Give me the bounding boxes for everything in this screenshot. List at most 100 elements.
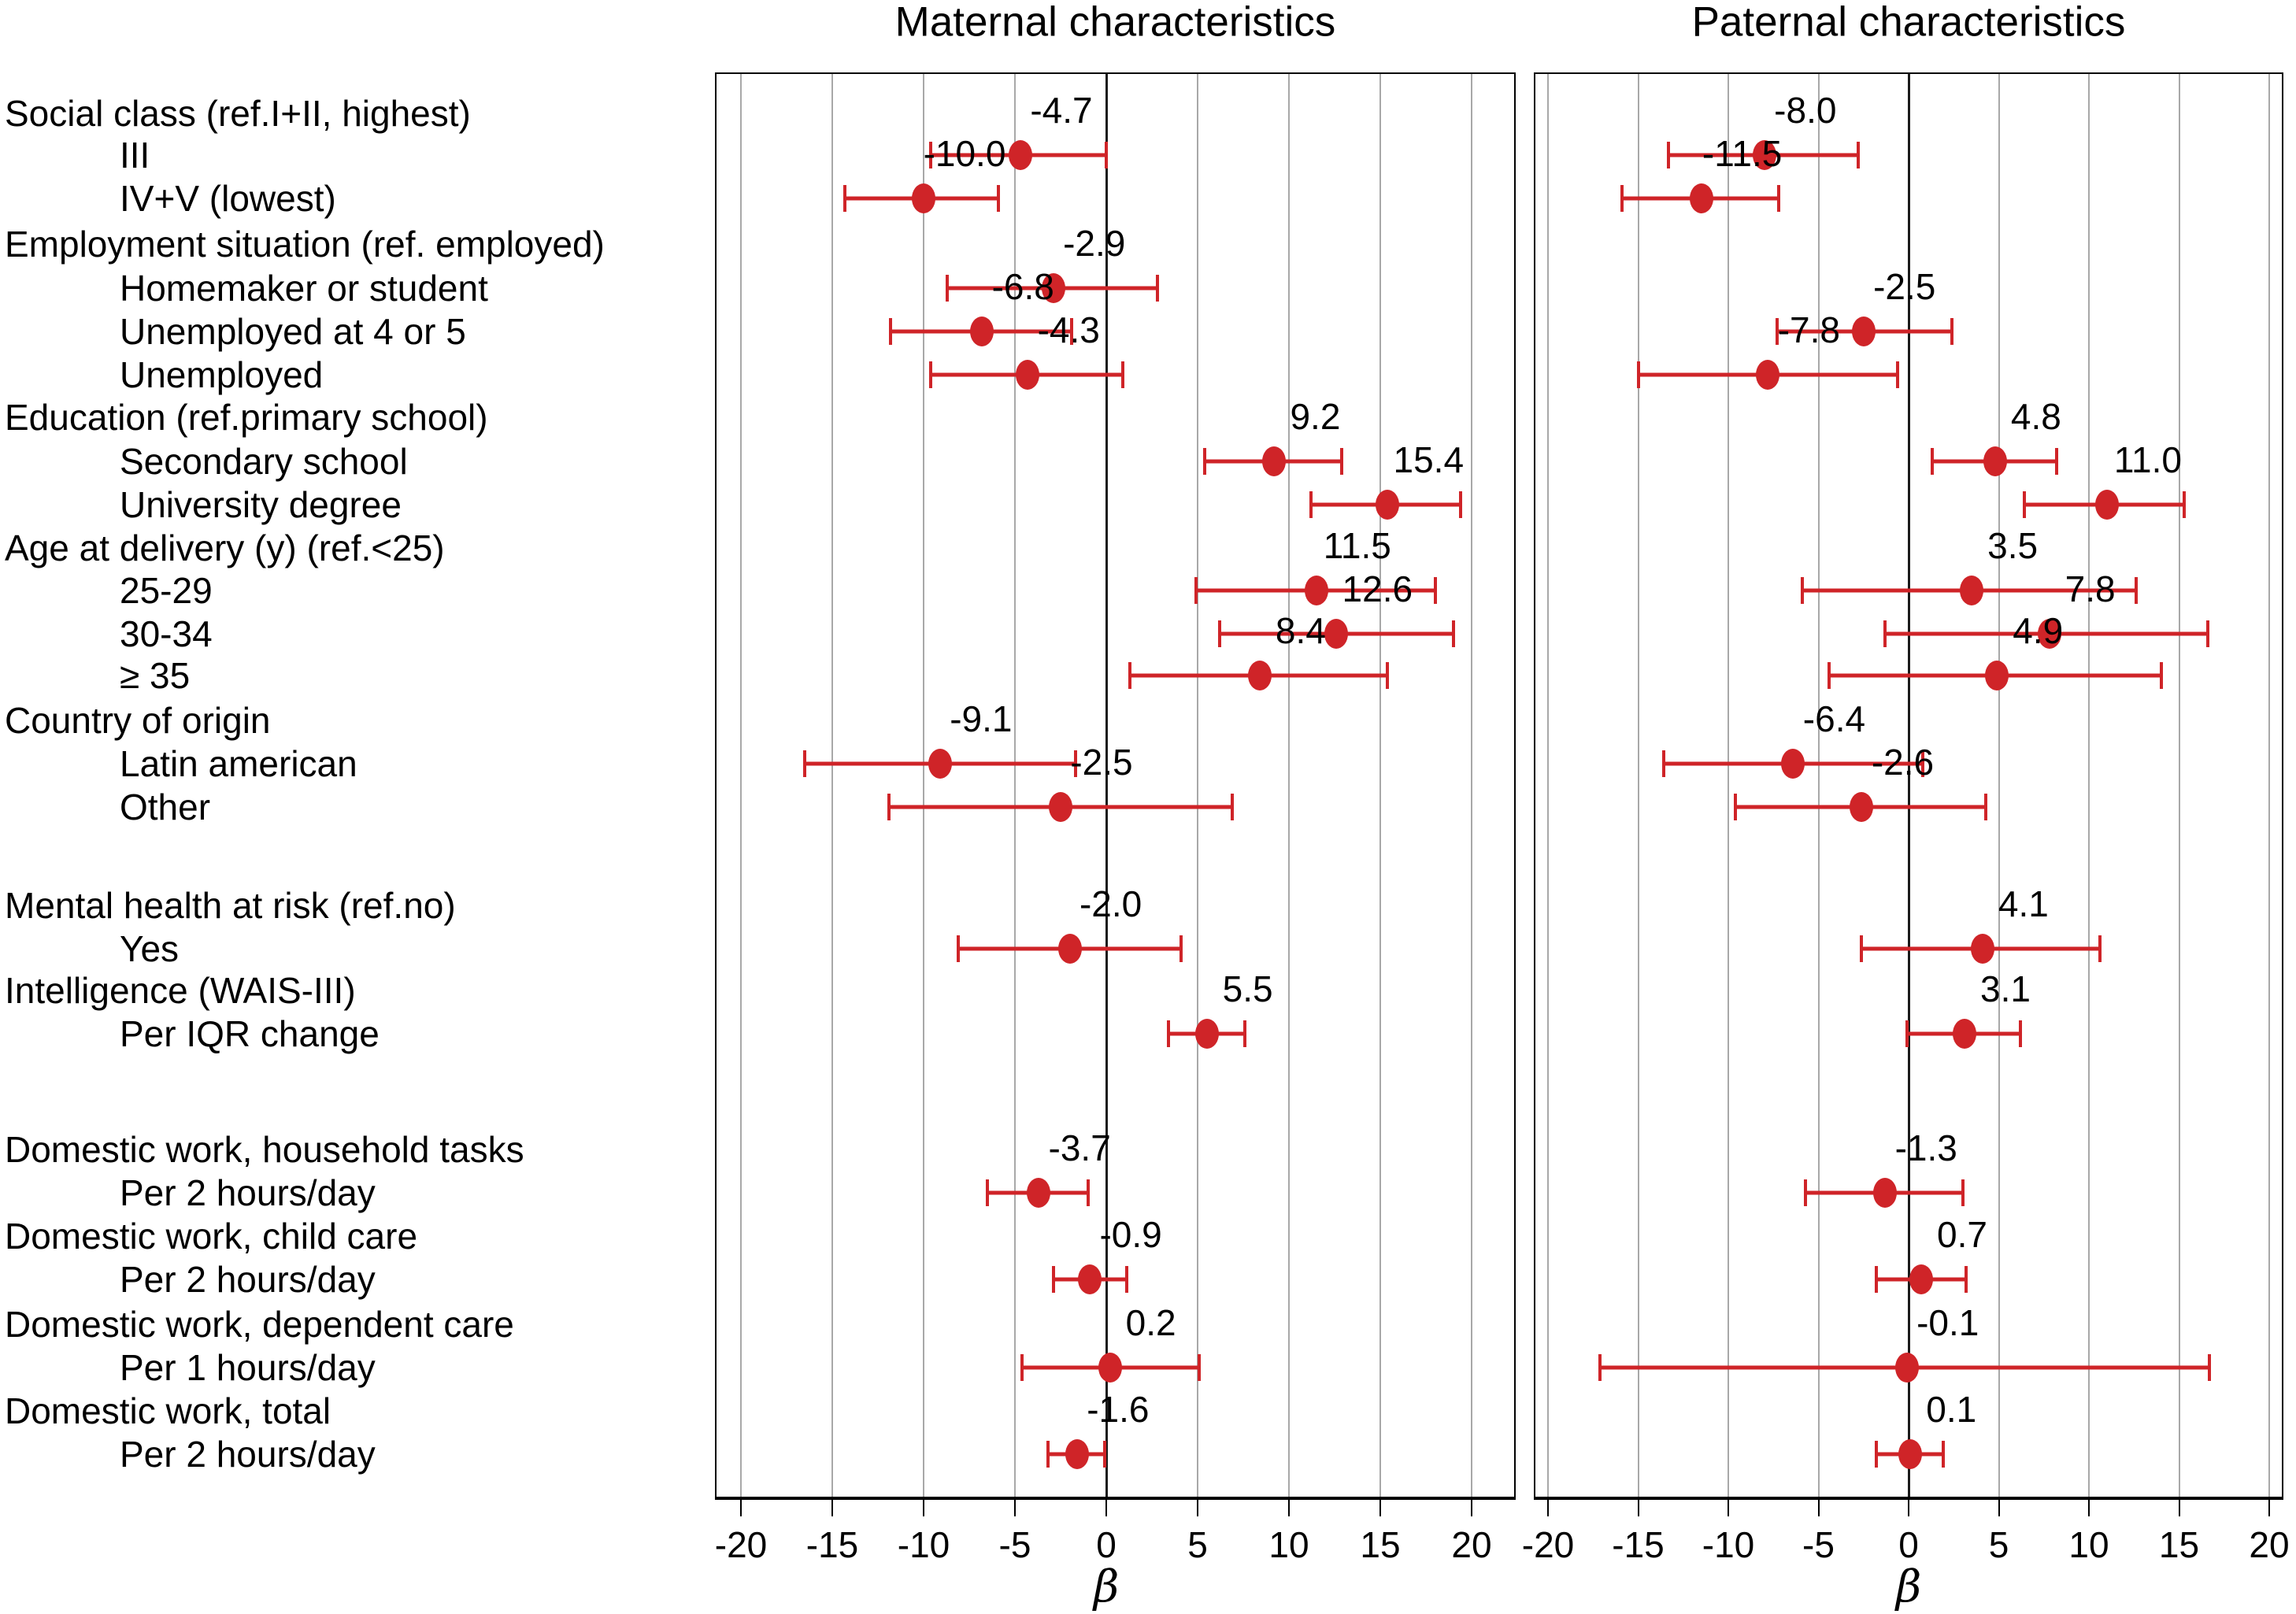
axis-tick-label: -15	[1612, 1524, 1665, 1565]
row-item-label: Latin american	[120, 743, 357, 784]
point-estimate	[1262, 446, 1287, 476]
value-label: -2.0	[1079, 883, 1142, 924]
value-label: 4.8	[2010, 396, 2061, 437]
axis-tick	[831, 1498, 833, 1516]
row-item-label: Unemployed at 4 or 5	[120, 311, 466, 352]
axis-tick	[1288, 1498, 1290, 1516]
value-label: -1.6	[1087, 1389, 1150, 1430]
ci-cap-left	[946, 275, 950, 302]
ci-cap-left	[1874, 1441, 1878, 1468]
value-label: -2.5	[1070, 742, 1133, 783]
point-estimate	[1752, 140, 1776, 170]
axis-tick	[1908, 1498, 1909, 1516]
ci-cap-right	[1105, 142, 1108, 168]
axis-tick	[1637, 1498, 1639, 1516]
axis-tick-label: 15	[2158, 1524, 2200, 1565]
gridline	[1288, 72, 1290, 1498]
axis-tick-label: 15	[1360, 1524, 1401, 1565]
ci-cap-right	[1179, 935, 1183, 962]
value-label: -11.5	[1702, 133, 1783, 174]
value-label: -6.4	[1802, 698, 1866, 739]
value-label: 4.9	[2013, 610, 2064, 651]
gridline	[1817, 72, 1820, 1498]
ci-cap-right	[2206, 620, 2210, 647]
value-label: 8.4	[1275, 610, 1326, 651]
point-estimate	[912, 183, 935, 213]
row-group-label: Age at delivery (y) (ref.<25)	[5, 528, 445, 568]
ci-cap-right	[1198, 1354, 1202, 1381]
gridline	[831, 72, 833, 1498]
ci-cap-left	[1217, 620, 1221, 647]
axis-tick-label: -5	[1802, 1524, 1835, 1565]
ci-cap-left	[1775, 318, 1779, 345]
gridline	[2268, 72, 2270, 1498]
value-label: -10.0	[923, 133, 1006, 174]
axis-tick-label: 20	[1451, 1524, 1492, 1565]
ci-cap-left	[986, 1179, 990, 1206]
point-estimate	[1952, 1019, 1976, 1049]
gridline	[1014, 72, 1016, 1498]
point-estimate	[1756, 360, 1780, 390]
ci-cap-right	[1856, 142, 1860, 168]
axis-tick	[1817, 1498, 1820, 1516]
axis-tick-label: -10	[897, 1524, 950, 1565]
ci-cap-right	[1069, 318, 1073, 345]
ci-cap-left	[1734, 794, 1738, 820]
row-item-label: Per 2 hours/day	[120, 1434, 376, 1475]
ci-cap-left	[1828, 662, 1831, 689]
ci-cap-right	[1243, 1020, 1247, 1047]
point-estimate	[1194, 1019, 1219, 1049]
axis-tick-label: 10	[2068, 1524, 2109, 1565]
point-estimate	[1057, 934, 1082, 964]
ci-cap-left	[1020, 1354, 1024, 1381]
ci-cap-right	[2183, 491, 2187, 518]
row-group-label: Employment situation (ref. employed)	[5, 224, 605, 265]
gridline	[1998, 72, 2000, 1498]
value-label: 7.8	[2065, 568, 2116, 609]
row-item-label: III	[120, 135, 150, 176]
value-label: -8.0	[1774, 90, 1837, 131]
row-item-label: 25-29	[120, 570, 213, 611]
axis-tick	[1728, 1498, 1729, 1516]
axis-tick	[1014, 1498, 1016, 1516]
row-item-label: IV+V (lowest)	[120, 178, 336, 219]
row-item-label: Per 2 hours/day	[120, 1259, 376, 1300]
point-estimate	[1970, 934, 1994, 964]
point-estimate	[1909, 1264, 1934, 1294]
value-label: -0.9	[1099, 1214, 1162, 1255]
ci-cap-right	[1340, 448, 1344, 475]
ci-cap-right	[1102, 1441, 1106, 1468]
value-label: 11.0	[2113, 439, 2182, 480]
gridline	[740, 72, 742, 1498]
ci-cap-right	[1896, 361, 1900, 388]
value-label: 0.7	[1937, 1214, 1987, 1255]
point-estimate	[1027, 1178, 1051, 1208]
value-label: 15.4	[1393, 439, 1465, 480]
ci-cap-right	[1950, 318, 1953, 345]
ci-cap-left	[1800, 577, 1804, 604]
paternal-panel-title: Paternal characteristics	[1691, 0, 2126, 46]
axis-tick	[1379, 1498, 1381, 1516]
point-estimate	[2094, 490, 2119, 520]
point-estimate	[1098, 1353, 1122, 1383]
ci-cap-right	[1965, 1266, 1968, 1293]
ci-cap-right	[1386, 662, 1390, 689]
ci-cap-left	[1804, 1179, 1808, 1206]
row-item-label: Per 2 hours/day	[120, 1172, 376, 1213]
zero-reference-line	[1105, 72, 1108, 1498]
ci-cap-left	[1203, 448, 1207, 475]
ci-cap-right	[2054, 448, 2058, 475]
axis-tick-label: 0	[1898, 1524, 1919, 1565]
axis-tick	[1547, 1498, 1549, 1516]
row-group-label: Domestic work, household tasks	[5, 1129, 524, 1170]
ci-cap-left	[803, 750, 807, 777]
ci-cap-left	[1930, 448, 1934, 475]
ci-cap-left	[889, 318, 893, 345]
row-group-label: Mental health at risk (ref.no)	[5, 885, 456, 926]
maternal-x-axis-label: β	[1093, 1561, 1120, 1613]
axis-tick	[740, 1498, 742, 1516]
point-estimate	[1041, 273, 1065, 303]
row-item-label: 30-34	[120, 613, 213, 654]
row-item-label: University degree	[120, 484, 402, 525]
